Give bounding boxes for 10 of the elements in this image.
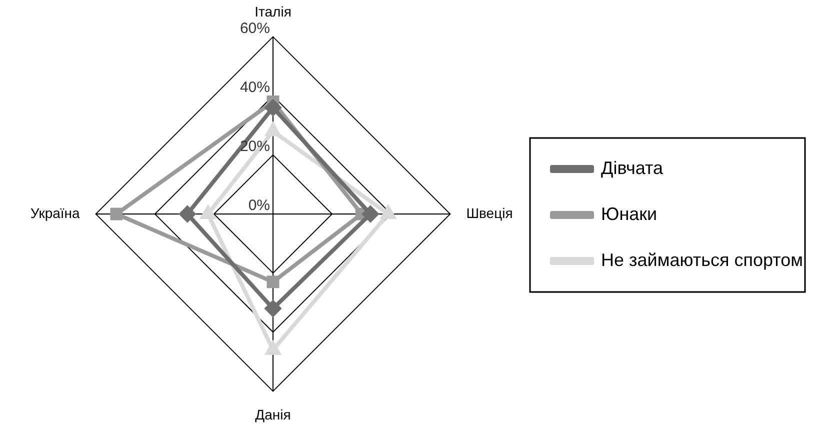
y-tick-label: 40% — [240, 79, 270, 96]
spoke-label: Україна — [30, 204, 80, 221]
y-tick-label: 60% — [240, 20, 270, 37]
spoke-label: Данія — [255, 406, 291, 422]
legend-label: Юнаки — [601, 204, 658, 224]
y-tick-label: 0% — [248, 197, 270, 214]
spoke-label: Швеція — [466, 204, 513, 221]
spoke-label: Італія — [254, 3, 292, 20]
legend-label: Дівчата — [601, 158, 664, 178]
legend-label: Не займаються спортом — [601, 250, 804, 270]
